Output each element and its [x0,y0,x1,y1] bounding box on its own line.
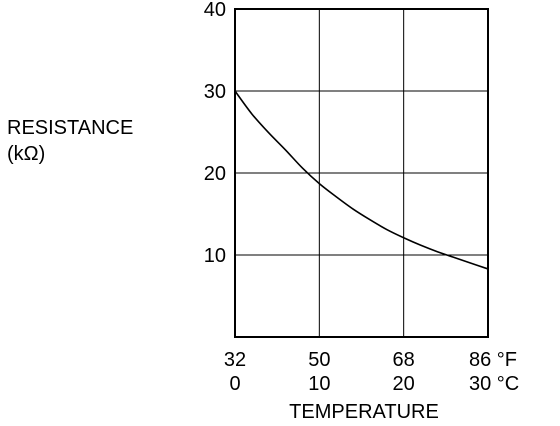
y-tick-label: 30 [204,81,226,103]
y-tick-label: 10 [204,245,226,267]
y-tick-labels: 10 20 30 40 [204,0,226,267]
x-tick-label-celsius: 10 [308,373,330,395]
x-tick-label-celsius: 20 [393,373,415,395]
resistance-curve [234,90,489,270]
x-tick-label-fahrenheit: 50 [308,349,330,371]
x-axis-label: TEMPERATURE [289,401,439,423]
plot-frame [234,8,489,338]
x-tick-label-celsius: 0 [229,373,240,395]
y-axis-label-line-2: (kΩ) [7,143,45,165]
y-tick-label: 40 [204,0,226,21]
x-tick-label-fahrenheit: 86 °F [469,349,517,371]
y-tick-label: 20 [204,163,226,185]
grid-layer [235,9,488,337]
y-axis-label-line-1: RESISTANCE [7,117,133,139]
x-tick-label-fahrenheit: 68 [393,349,415,371]
x-tick-label-fahrenheit: 32 [224,349,246,371]
x-tick-label-celsius: 30 °C [469,373,519,395]
